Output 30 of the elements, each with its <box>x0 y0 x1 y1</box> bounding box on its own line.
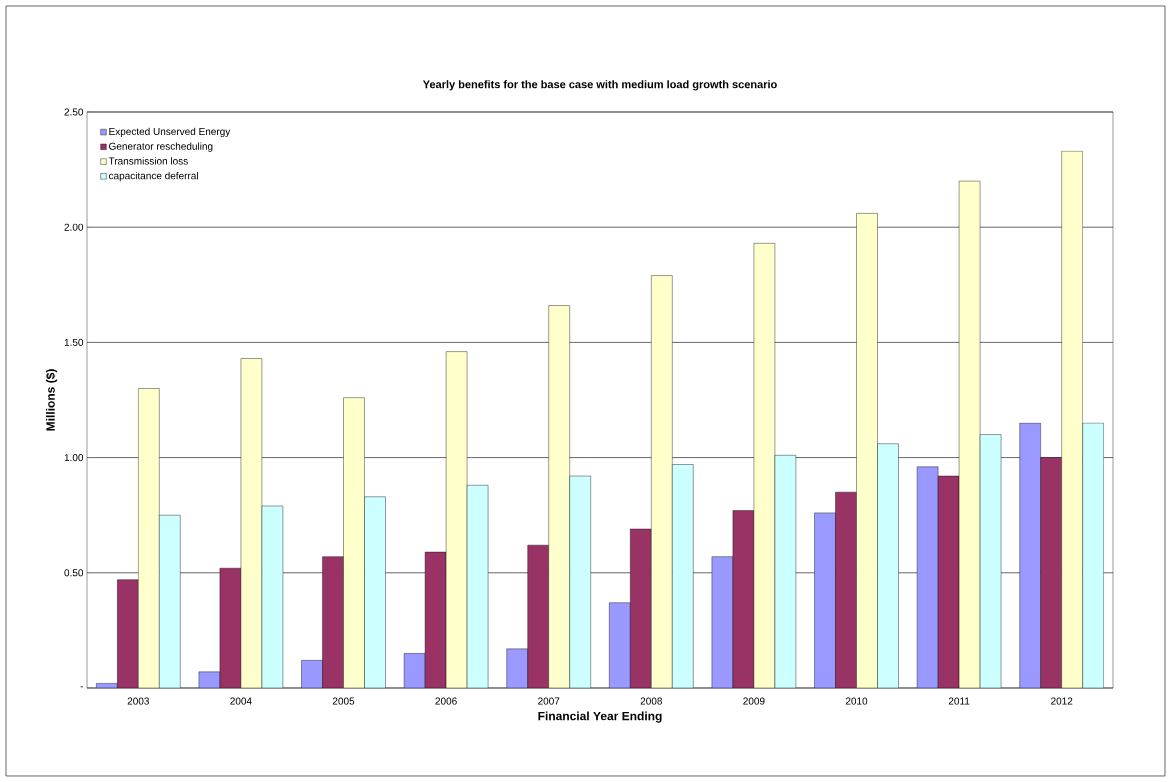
bar <box>1019 422 1041 688</box>
bar <box>916 466 939 688</box>
y-tick-label: 2.50 <box>64 108 84 116</box>
x-tick-label: 2006 <box>435 697 457 705</box>
bar <box>301 660 323 688</box>
x-tick-label: 2004 <box>230 697 252 705</box>
y-tick-label: 2.00 <box>64 223 84 231</box>
legend-label: capacitance deferral <box>108 171 198 182</box>
x-tick-label: 2012 <box>1051 697 1073 705</box>
x-tick-label: 2009 <box>743 697 765 705</box>
bar <box>609 602 631 688</box>
x-tick-label: 2011 <box>948 697 970 705</box>
bar <box>814 512 836 688</box>
y-tick-label: 1.00 <box>64 454 84 462</box>
x-tick-label: 2010 <box>845 697 868 705</box>
legend-label: Generator rescheduling <box>109 142 213 152</box>
legend-label: Transmission loss <box>108 157 188 165</box>
x-tick-label: 2008 <box>640 697 662 705</box>
y-tick-label: 0.50 <box>64 569 84 577</box>
x-tick-label: 2005 <box>332 697 355 705</box>
x-tick-label: 2007 <box>538 697 560 705</box>
legend-label: Expected Unserved Energy <box>109 127 231 138</box>
x-tick-label: 2003 <box>127 697 149 705</box>
y-tick-label: - <box>80 686 84 688</box>
y-axis-title: Millions ($) <box>45 369 58 431</box>
bar <box>506 648 528 688</box>
y-tick-label: 1.50 <box>64 338 84 346</box>
chart-title: Yearly benefits for the base case with medium load growth scenario <box>422 80 777 91</box>
x-axis-title: Financial Year Ending <box>538 711 662 723</box>
bar <box>711 556 734 688</box>
